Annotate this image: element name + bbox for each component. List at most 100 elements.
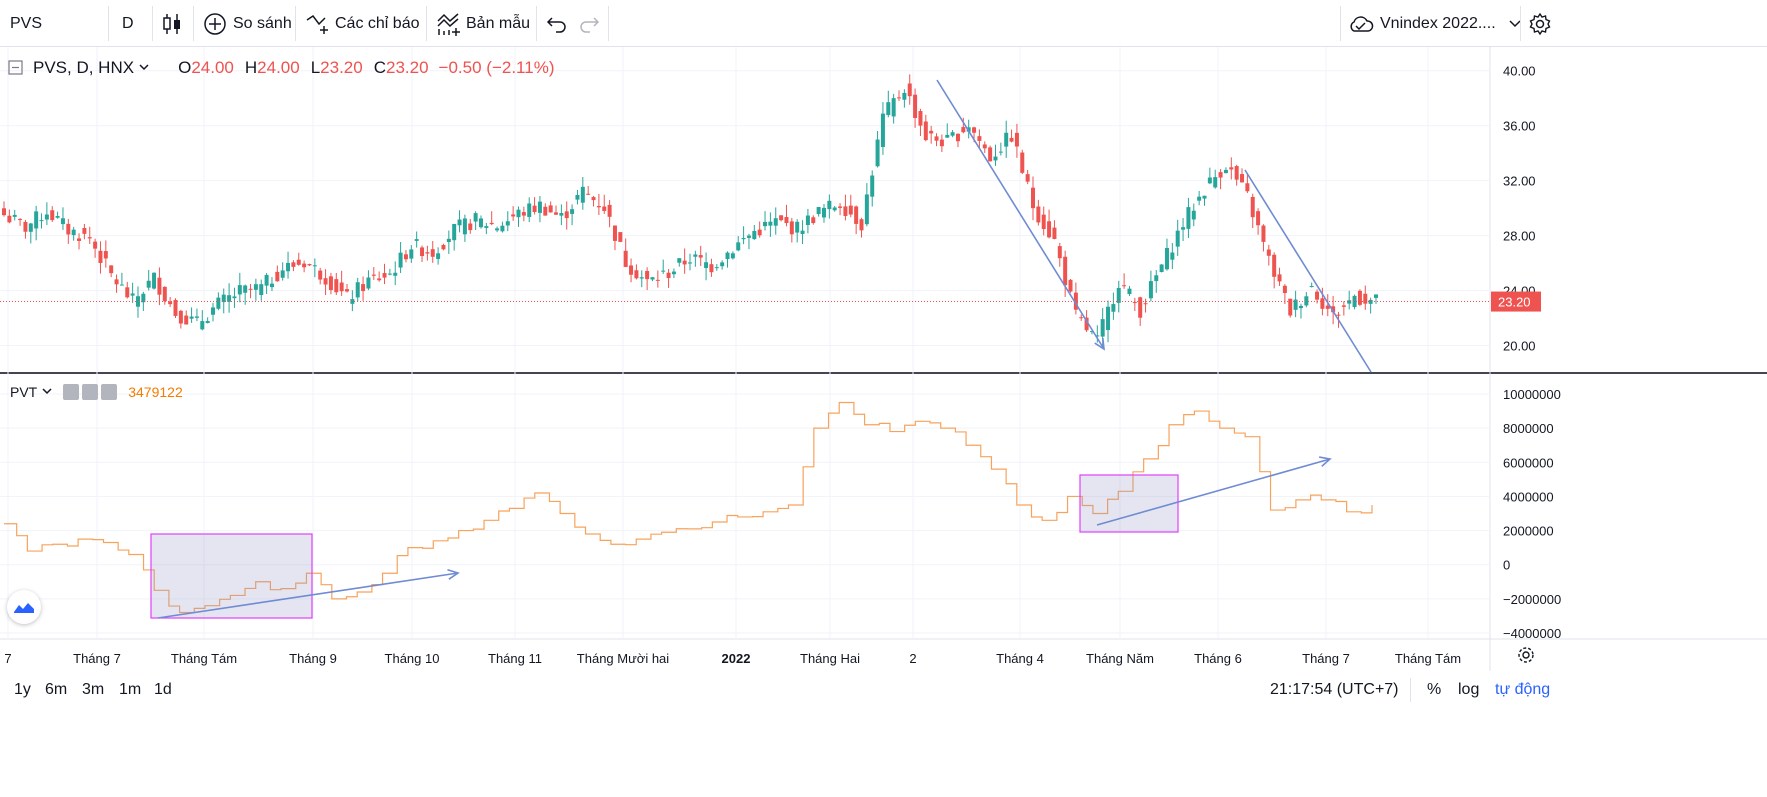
candle-body [87,237,92,239]
low-value: 23.20 [320,58,363,77]
symbol-title[interactable]: PVS, D, HNX [33,58,135,77]
log-toggle[interactable]: log [1458,681,1480,698]
pvt-arrow-up-2[interactable] [1096,458,1331,526]
chart-style-button[interactable] [162,0,182,47]
candle [18,218,23,226]
chevron-down-icon [1509,19,1521,27]
candle [189,307,194,323]
candle-body [671,271,676,275]
candle [816,206,821,217]
templates-label: Bản mẫu [466,14,531,32]
compare-button[interactable]: So sánh [203,0,292,47]
time-axis[interactable]: 7 Tháng 7 Tháng Tám Tháng 9 Tháng 10 Tháng 11… [4,647,1534,666]
pvt-arrow-up-1[interactable] [157,572,459,619]
candle [1347,290,1352,310]
candle [918,108,923,137]
price-pane[interactable] [0,74,1490,347]
drawings[interactable] [150,79,1372,619]
candle-body [511,214,516,217]
candle-body [232,296,237,299]
low-label: L [310,58,321,77]
candle-body [677,258,682,263]
visibility-icon[interactable] [63,384,80,400]
candle [71,226,76,241]
candle [779,215,784,222]
chevron-down-icon[interactable] [41,387,53,397]
candle-body [1122,285,1127,287]
pvt-name[interactable]: PVT [10,384,38,400]
candle [141,291,146,311]
highlight-box-1[interactable] [150,533,313,619]
candle [880,102,885,155]
candle [135,286,140,318]
highlight-box-2[interactable] [1079,474,1179,533]
percent-toggle[interactable]: % [1427,681,1442,698]
candle [34,205,39,241]
indicators-icon [306,14,328,34]
layout-menu-button[interactable]: Vnindex 2022.... [1348,0,1522,47]
range-6m-button[interactable]: 6m [45,681,68,698]
tradingview-logo[interactable] [7,590,41,624]
pvt-axis[interactable]: −4000000 −2000000 0 2000000 4000000 6000000 80… [1503,387,1561,641]
candle-body [1181,227,1186,230]
templates-button[interactable]: Bản mẫu [436,0,530,47]
close-value: 23.20 [386,58,429,77]
candle [280,262,285,281]
candle [1116,280,1121,313]
candle [1368,297,1373,314]
auto-scale-toggle[interactable]: tự động [1495,681,1551,698]
candle [44,202,49,226]
candle-body [361,284,366,292]
candle-body [1218,172,1223,178]
candle-body [1363,293,1368,304]
candle-body [109,265,114,274]
range-3m-button[interactable]: 3m [82,681,105,698]
candle [923,114,928,142]
candle-body [275,271,280,282]
candle-body [816,207,821,215]
price-tick-label: 28.00 [1503,229,1536,244]
symbol-search-button[interactable]: PVS [10,0,42,47]
close-icon[interactable] [101,384,118,400]
price-tick-label: 20.00 [1503,339,1536,354]
chart-area[interactable]: 20.00 24.00 28.00 32.00 36.00 40.00 23.20 −400… [0,47,1767,671]
indicators-button[interactable]: Các chỉ báo [305,0,420,47]
candle [1122,273,1127,289]
candle [286,251,291,279]
candle-body [1197,196,1202,201]
settings-button[interactable] [1528,0,1552,47]
settings-icon[interactable] [82,384,99,400]
pvt-tick-label: 10000000 [1503,387,1561,402]
candle-body [693,254,698,257]
pvt-pane[interactable] [4,401,1373,614]
candle-body [746,235,751,238]
range-1d-button[interactable]: 1d [154,681,172,698]
candle-body [1223,169,1228,174]
range-1y-button[interactable]: 1y [14,681,31,698]
candle-body [152,272,157,289]
interval-button[interactable]: D [122,0,134,47]
trend-arrow-down-1[interactable] [936,79,1105,350]
candle-body [789,221,794,235]
candle-body [1315,291,1320,300]
collapse-icon[interactable] [8,60,24,76]
candle [516,206,521,227]
trend-line-down-2[interactable] [1244,169,1372,373]
time-axis-settings-icon[interactable] [1518,647,1534,663]
candle [897,90,902,102]
undo-button[interactable] [546,0,568,47]
candle-body [570,209,575,214]
candle-body [1132,302,1137,304]
clock-button[interactable]: 21:17:54 (UTC+7) [1270,681,1399,698]
candle-body [393,272,398,276]
candle-body [1288,298,1293,316]
range-1m-button[interactable]: 1m [119,681,142,698]
candle [1068,279,1073,293]
candle-body [805,215,810,226]
candle-body [586,193,591,195]
candle-body [103,251,108,259]
redo-button[interactable] [578,0,600,47]
chevron-down-icon[interactable] [138,63,150,73]
candle-body [661,270,666,272]
